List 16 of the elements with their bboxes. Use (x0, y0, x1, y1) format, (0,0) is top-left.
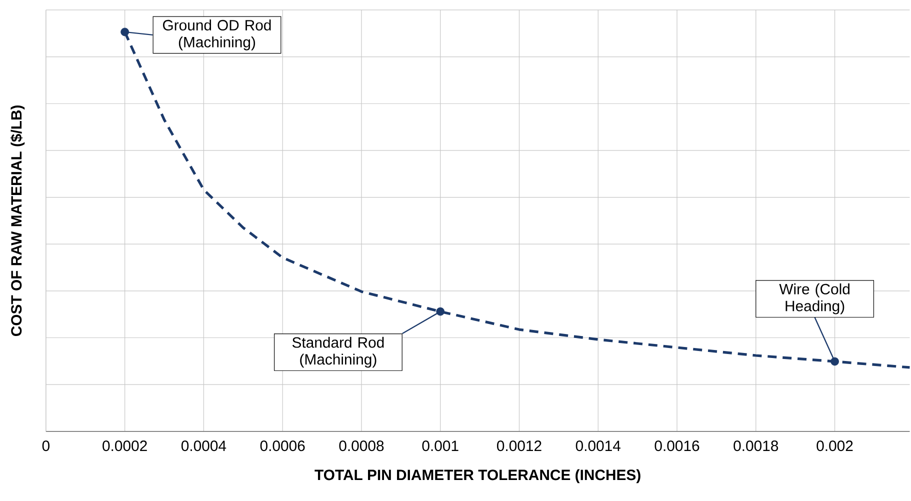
x-tick-label: 0.0008 (339, 440, 384, 451)
x-tick-label: 0.001 (422, 440, 458, 451)
annotation: Ground OD Rod (Machining) (162, 19, 271, 50)
y-axis-title: COST OF RAW MATERIAL ($/LB) (10, 105, 25, 336)
x-tick-label: 0.0002 (102, 440, 147, 451)
annotation: Wire (Cold Heading) (779, 283, 850, 314)
x-tick-label: 0 (42, 440, 50, 451)
annotation: Standard Rod (Machining) (292, 336, 384, 368)
x-tick-label: 0.0018 (734, 440, 778, 451)
x-axis-title: TOTAL PIN DIAMETER TOLERANCE (INCHES) (314, 469, 640, 484)
x-tick-label: 0.0006 (260, 440, 305, 451)
x-tick-label: 0.0014 (576, 440, 620, 451)
x-tick-label: 0.0016 (654, 440, 700, 451)
x-tick-label: 0.0012 (496, 440, 542, 451)
x-tick-label: 0.0004 (181, 440, 226, 451)
x-tick-label: 0.002 (816, 440, 853, 451)
